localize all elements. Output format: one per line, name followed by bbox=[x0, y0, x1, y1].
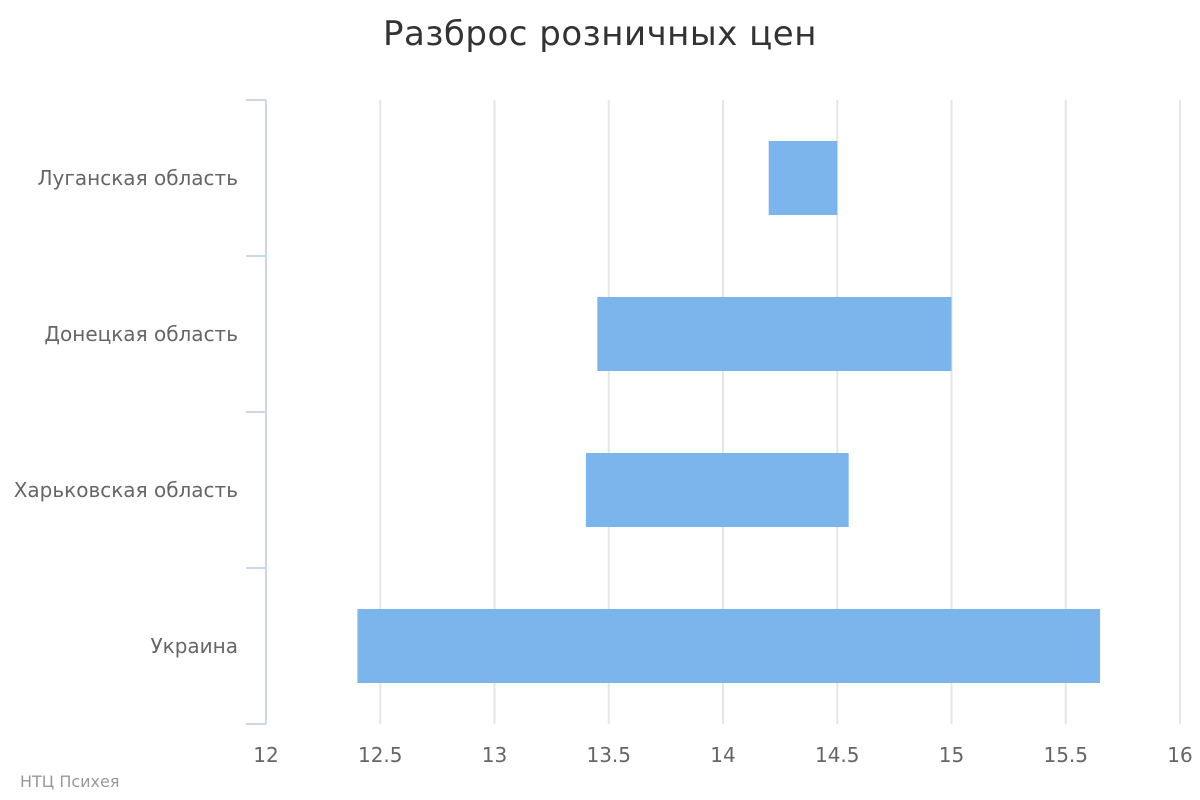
category-label: Харьковская область bbox=[14, 478, 238, 502]
x-tick-label: 12.5 bbox=[358, 743, 403, 767]
category-label: Донецкая область bbox=[44, 322, 238, 346]
x-tick-label: 15.5 bbox=[1043, 743, 1088, 767]
range-bar[interactable] bbox=[357, 609, 1101, 683]
category-label: Украина bbox=[150, 634, 238, 658]
category-label: Луганская область bbox=[38, 166, 238, 190]
range-bar[interactable] bbox=[768, 141, 838, 215]
credits-label[interactable]: НТЦ Психея bbox=[20, 772, 120, 791]
range-bar[interactable] bbox=[585, 453, 849, 527]
x-tick-label: 14.5 bbox=[815, 743, 860, 767]
range-bar[interactable] bbox=[597, 297, 952, 371]
x-tick-label: 12 bbox=[253, 743, 278, 767]
x-tick-label: 14 bbox=[710, 743, 735, 767]
label-layer: 12 12.5 13 13.5 14 14.5 15 15.5 16 Луганская обла… bbox=[14, 166, 1193, 767]
x-tick-label: 13.5 bbox=[586, 743, 631, 767]
chart-title: Разброс розничных цен bbox=[383, 14, 817, 54]
bar-layer bbox=[357, 141, 1101, 683]
x-tick-label: 13 bbox=[482, 743, 507, 767]
x-tick-label: 15 bbox=[939, 743, 964, 767]
category-axis bbox=[246, 99, 267, 725]
x-tick-label: 16 bbox=[1167, 743, 1192, 767]
